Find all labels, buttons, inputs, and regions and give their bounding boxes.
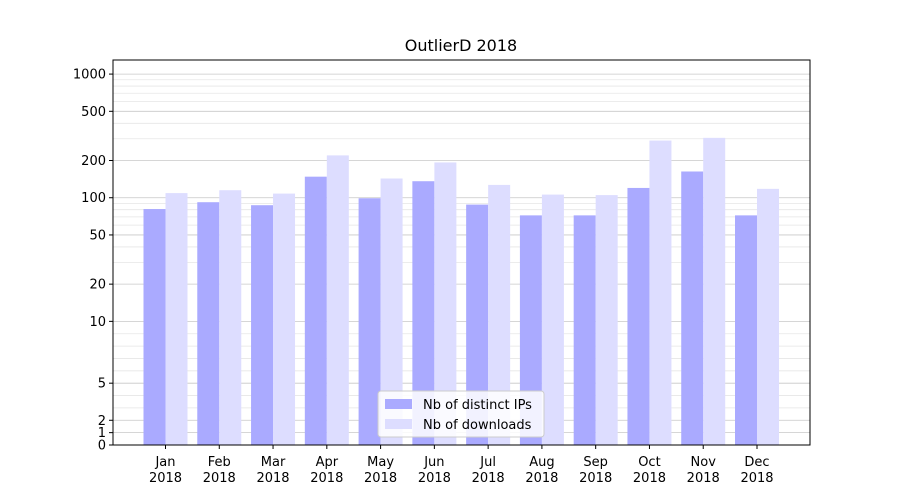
x-tick-label: Feb 2018 xyxy=(203,455,236,486)
bar-distinct-ips xyxy=(681,171,704,445)
legend-label: Nb of distinct IPs xyxy=(423,398,532,413)
x-tick-label: Dec 2018 xyxy=(740,455,773,486)
bar-downloads xyxy=(273,193,296,445)
bar-distinct-ips xyxy=(466,204,489,445)
bar-distinct-ips xyxy=(358,198,381,445)
bar-distinct-ips xyxy=(735,215,757,445)
y-tick-label: 200 xyxy=(81,154,106,169)
legend-swatch xyxy=(385,419,412,429)
bar-downloads xyxy=(326,155,349,445)
y-tick-label: 1000 xyxy=(73,68,106,83)
bar-distinct-ips xyxy=(519,215,542,445)
bar-downloads xyxy=(380,178,403,445)
y-tick-label: 10 xyxy=(89,315,106,330)
bar-downloads xyxy=(165,193,188,445)
x-axis: Jan 2018 Feb 2018 Mar 2018 Apr 2018 May 2018 Jun 20… xyxy=(149,445,774,486)
bar-downloads xyxy=(434,162,457,445)
y-tick-label: 500 xyxy=(81,105,106,120)
bar-downloads xyxy=(649,140,672,445)
bar-downloads xyxy=(541,194,564,445)
plot-frame xyxy=(112,59,811,446)
y-tick-label: 1 xyxy=(98,426,106,441)
bar-distinct-ips xyxy=(627,187,650,445)
legend-swatch xyxy=(385,399,412,409)
bar-distinct-ips xyxy=(251,205,274,445)
bar-downloads xyxy=(757,188,779,445)
bar-distinct-ips xyxy=(197,202,220,445)
legend: Nb of distinct IPs Nb of downloads xyxy=(377,390,545,438)
bar-distinct-ips xyxy=(573,215,596,445)
y-tick-label: 50 xyxy=(89,228,106,243)
bar-distinct-ips xyxy=(143,209,166,445)
y-tick-label: 2 xyxy=(98,414,106,429)
y-tick-label: 100 xyxy=(81,191,106,206)
x-tick-label: Aug 2018 xyxy=(525,455,558,486)
y-axis: 012 5 10 20 50 100 200 500 1000 xyxy=(73,68,113,454)
bar-distinct-ips xyxy=(412,181,435,445)
x-tick-label: May 2018 xyxy=(364,455,397,486)
x-tick-label: Jul 2018 xyxy=(472,455,505,486)
bars xyxy=(143,137,779,446)
x-tick-label: Apr 2018 xyxy=(310,455,343,486)
bar-downloads xyxy=(488,184,511,445)
x-tick-label: Jan 2018 xyxy=(149,455,182,486)
y-tick-label: 20 xyxy=(89,278,106,293)
legend-label: Nb of downloads xyxy=(423,418,532,433)
bar-downloads xyxy=(703,137,726,445)
bar-distinct-ips xyxy=(304,176,327,446)
y-tick-label: 5 xyxy=(98,377,106,392)
x-tick-label: Nov 2018 xyxy=(687,455,720,486)
x-tick-label: Oct 2018 xyxy=(633,455,666,486)
bar-downloads xyxy=(595,195,618,445)
x-tick-label: Sep 2018 xyxy=(579,455,612,486)
chart-title: OutlierD 2018 xyxy=(405,36,517,55)
x-tick-label: Mar 2018 xyxy=(256,455,289,486)
legend-box xyxy=(377,390,545,438)
y-tick-label: 0 xyxy=(98,439,106,454)
x-tick-label: Jun 2018 xyxy=(418,455,451,486)
bar-downloads xyxy=(219,190,242,445)
